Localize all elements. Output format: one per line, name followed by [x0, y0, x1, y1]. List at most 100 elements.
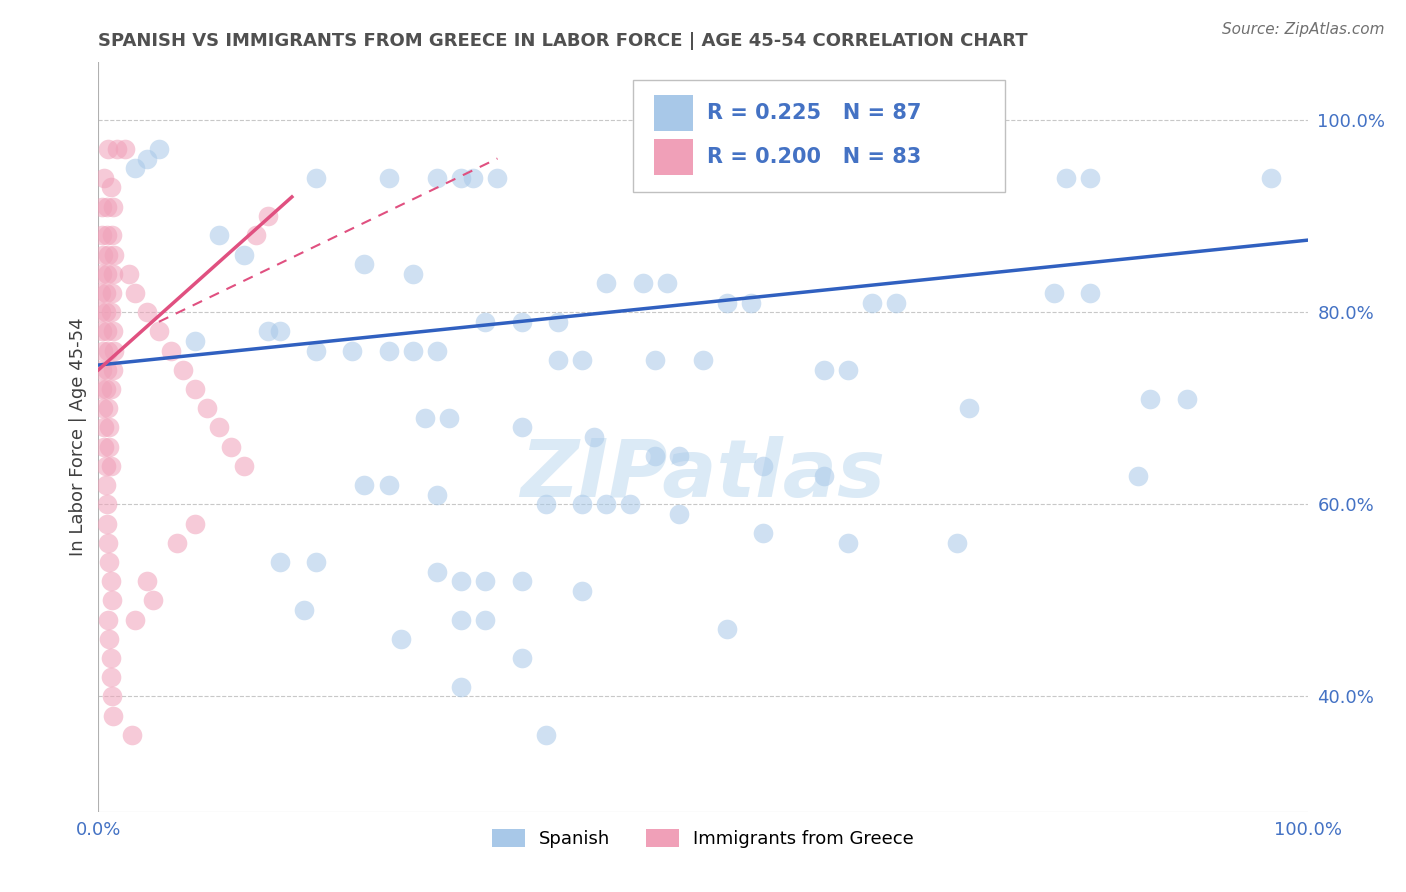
Point	[571, 497, 593, 511]
Point	[91, 267, 114, 281]
Point	[426, 170, 449, 185]
Point	[402, 343, 425, 358]
Point	[148, 142, 170, 156]
Point	[100, 305, 122, 319]
Point	[98, 555, 121, 569]
Y-axis label: In Labor Force | Age 45-54: In Labor Force | Age 45-54	[69, 318, 87, 557]
Point	[450, 170, 472, 185]
Point	[100, 228, 122, 243]
Point	[813, 170, 835, 185]
Point	[716, 622, 738, 636]
Point	[547, 315, 569, 329]
Point	[510, 420, 533, 434]
Point	[305, 170, 328, 185]
Point	[97, 613, 120, 627]
Point	[101, 708, 124, 723]
Point	[837, 170, 859, 185]
Point	[619, 497, 641, 511]
Point	[644, 450, 666, 464]
Point	[256, 325, 278, 339]
Point	[377, 170, 399, 185]
Point	[105, 142, 128, 156]
Point	[221, 440, 243, 454]
Point	[426, 565, 449, 579]
Point	[148, 325, 170, 339]
Point	[93, 440, 115, 454]
Text: Source: ZipAtlas.com: Source: ZipAtlas.com	[1222, 22, 1385, 37]
Point	[269, 325, 291, 339]
Legend: Spanish, Immigrants from Greece: Spanish, Immigrants from Greece	[485, 822, 921, 855]
Point	[752, 458, 775, 473]
Point	[142, 593, 165, 607]
Point	[232, 458, 254, 473]
Point	[195, 401, 218, 416]
Point	[305, 555, 328, 569]
Point	[91, 325, 114, 339]
Point	[716, 295, 738, 310]
Point	[96, 325, 118, 339]
Point	[474, 613, 496, 627]
Point	[377, 478, 399, 492]
Point	[389, 632, 412, 646]
Point	[595, 277, 617, 291]
Text: R = 0.200   N = 83: R = 0.200 N = 83	[707, 147, 921, 167]
Point	[98, 440, 121, 454]
Point	[292, 603, 315, 617]
Point	[269, 555, 291, 569]
Point	[103, 247, 125, 261]
Point	[100, 382, 122, 396]
Point	[668, 450, 690, 464]
Point	[118, 267, 141, 281]
Point	[184, 516, 207, 531]
Point	[402, 267, 425, 281]
Point	[114, 142, 136, 156]
Point	[232, 247, 254, 261]
Point	[752, 526, 775, 541]
Point	[886, 295, 908, 310]
Point	[583, 430, 606, 444]
Point	[837, 535, 859, 549]
Point	[305, 343, 328, 358]
Point	[101, 267, 124, 281]
Point	[510, 651, 533, 665]
Point	[91, 228, 114, 243]
Point	[208, 420, 231, 434]
Point	[135, 152, 157, 166]
Point	[98, 632, 121, 646]
Point	[91, 343, 114, 358]
Point	[96, 267, 118, 281]
Point	[91, 382, 114, 396]
Point	[97, 247, 120, 261]
Text: SPANISH VS IMMIGRANTS FROM GREECE IN LABOR FORCE | AGE 45-54 CORRELATION CHART: SPANISH VS IMMIGRANTS FROM GREECE IN LAB…	[98, 32, 1028, 50]
Point	[184, 334, 207, 348]
Point	[1260, 170, 1282, 185]
Point	[124, 285, 146, 300]
Point	[208, 228, 231, 243]
Point	[96, 363, 118, 377]
Point	[93, 420, 115, 434]
Point	[353, 257, 375, 271]
Point	[813, 468, 835, 483]
Point	[571, 353, 593, 368]
Point	[184, 382, 207, 396]
Point	[160, 343, 183, 358]
Point	[486, 170, 509, 185]
Point	[534, 497, 557, 511]
Point	[245, 228, 267, 243]
Point	[96, 516, 118, 531]
Point	[90, 285, 112, 300]
Point	[91, 401, 114, 416]
Point	[631, 277, 654, 291]
Point	[91, 200, 114, 214]
Point	[166, 535, 188, 549]
Point	[510, 315, 533, 329]
Point	[1042, 285, 1064, 300]
Point	[426, 488, 449, 502]
Point	[135, 574, 157, 589]
Point	[121, 728, 143, 742]
Point	[97, 142, 120, 156]
Point	[101, 325, 124, 339]
Point	[100, 690, 122, 704]
Point	[1175, 392, 1198, 406]
Point	[100, 180, 122, 194]
